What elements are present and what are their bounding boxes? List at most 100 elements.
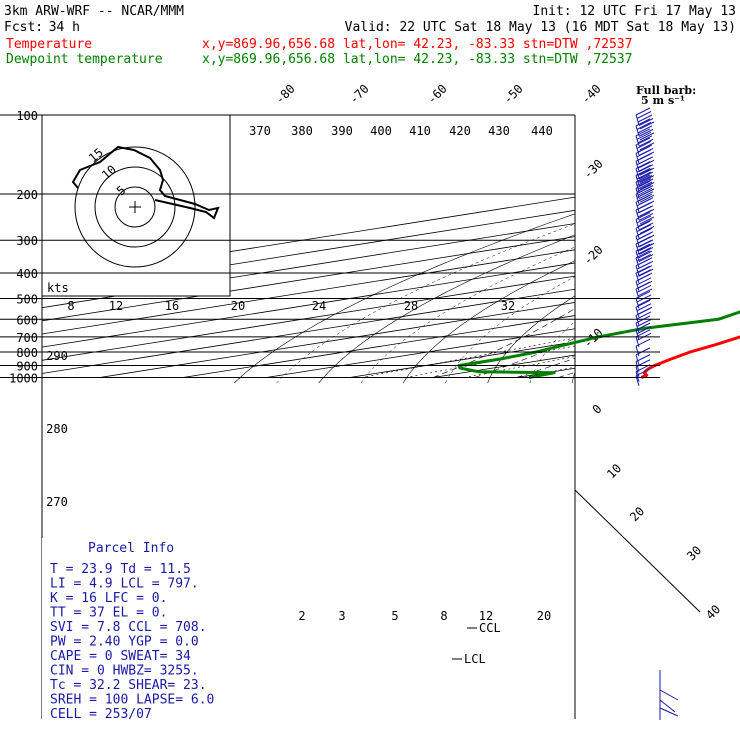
wind-barb-staff: [635, 175, 640, 186]
isotherm-line: [183, 315, 575, 378]
isotherm-line: [42, 288, 575, 374]
moist-adiabat: [516, 357, 575, 378]
mixing-ratio-labels: 2 3 5 8 12 20 LCL CCL: [298, 609, 551, 666]
wind-barb-flag: [635, 368, 651, 377]
wind-barb-flag: [636, 319, 652, 327]
isotherm-line: [42, 209, 575, 295]
pressure-label-100: 100: [16, 109, 38, 123]
mixing-ratio-label: 20: [537, 609, 551, 623]
parcel-info-row: LI = 4.9 LCL = 797.: [50, 577, 199, 592]
wind-barb-staff: [635, 236, 640, 247]
wind-barb-flag: [635, 273, 651, 282]
wind-barb-flag: [637, 243, 653, 252]
isotherm-label: -70: [347, 82, 372, 107]
wind-barb-flag: [637, 187, 653, 196]
legend-dewpoint: Dewpoint temperature: [6, 52, 163, 67]
wind-barb-flag: [635, 153, 651, 162]
speed-tick-label: 28: [404, 299, 418, 313]
isotherm-line: [266, 328, 575, 378]
wind-barb-flag: [638, 164, 654, 173]
wind-barb-flag: [635, 265, 651, 274]
isotherm-label: 30: [684, 543, 704, 563]
potential-temperature-labels: 370 380 390 400 410 420 430 440 290 280 270: [46, 124, 553, 509]
wind-barb-staff: [635, 354, 640, 366]
hodograph-ring: [114, 186, 156, 228]
wind-barb-flag: [639, 194, 655, 203]
wind-barb-flag: [638, 268, 654, 277]
legend-dewpoint-location: x,y=869.96,656.68 lat,lon= 42.23, -83.33…: [202, 52, 632, 67]
dry-adiabat: [276, 223, 575, 384]
speed-tick-label: 12: [109, 299, 123, 313]
wind-barb-flag: [639, 226, 655, 234]
pressure-label-1000: 1000: [9, 372, 38, 386]
pressure-label-800: 800: [16, 346, 38, 360]
wind-barb-staff: [635, 219, 640, 230]
wind-barb-staff: [635, 168, 640, 179]
isotherm-label: -20: [581, 243, 606, 268]
dry-adiabat: [657, 115, 740, 383]
wind-barb-flag: [635, 236, 651, 245]
wind-barb-flag: [635, 168, 651, 176]
wind-barb-flag: [636, 149, 652, 158]
wind-barb-flag: [635, 180, 651, 189]
annotation-lcl: LCL: [464, 652, 486, 666]
theta-label: 270: [46, 495, 68, 509]
wind-barb-flag: [638, 178, 654, 187]
wind-barb-staff: [635, 193, 640, 205]
wind-barb-flag: [637, 125, 653, 134]
mixing-ratio-label: 3: [338, 609, 345, 623]
pressure-label-600: 600: [16, 313, 38, 327]
hodograph-trace: [71, 145, 220, 220]
theta-label: 410: [409, 124, 431, 138]
wind-barb-flag: [636, 178, 652, 186]
theta-label: 430: [488, 124, 510, 138]
wind-barb-flag: [635, 347, 651, 356]
extension-edge: [574, 489, 701, 613]
parcel-info-row: SVI = 7.8 CCL = 708.: [50, 620, 207, 635]
valid-time: Valid: 22 UTC Sat 18 May 13 (16 MDT Sat …: [345, 20, 736, 35]
wind-barb-flag: [638, 247, 654, 255]
wind-barb-flag: [635, 338, 651, 347]
wind-barb-staff: [635, 250, 640, 262]
wind-barb-flag: [639, 142, 655, 151]
wind-barb-flag: [638, 213, 654, 221]
dry-adiabat: [487, 295, 575, 384]
moist-adiabat: [600, 194, 740, 378]
moist-adiabat: [641, 194, 740, 378]
dry-adiabat: [529, 321, 575, 384]
pressure-label-700: 700: [16, 331, 38, 345]
isotherm-line: [42, 262, 575, 348]
wind-barb-flag: [637, 181, 653, 190]
wind-barb-flag: [639, 132, 655, 141]
wind-barb-flag: [636, 261, 652, 270]
wind-barb-flag: [636, 215, 652, 224]
theta-label: 390: [331, 124, 353, 138]
mixing-ratio-label: 2: [298, 609, 305, 623]
wind-barb-staff: [635, 161, 640, 172]
isotherm-label: -30: [581, 157, 606, 182]
parcel-info-row: SREH = 100 LAPSE= 6.0: [50, 693, 214, 708]
parcel-info-row: CAPE = 0 SWEAT= 34: [50, 649, 191, 664]
wind-barb-flag: [638, 254, 654, 263]
wind-barb-flag: [636, 121, 652, 130]
dry-adiabat: [318, 234, 575, 384]
wind-barb-staff: [635, 322, 640, 334]
moist-adiabat: [432, 308, 575, 378]
speed-tick-label: 20: [231, 299, 245, 313]
wind-barb-flag: [635, 299, 651, 308]
parcel-info-row: K = 16 LFC = 0.: [50, 591, 167, 606]
wind-barb-flag: [636, 184, 652, 193]
pressure-label-400: 400: [16, 267, 38, 281]
wind-barb-flag: [635, 243, 651, 252]
annotation-ccl: CCL: [479, 621, 501, 635]
wind-barb-staff: [635, 243, 640, 255]
isotherm-line: [42, 196, 575, 282]
speed-tick-label: 8: [67, 299, 74, 313]
moist-adiabat: [725, 194, 740, 378]
parcel-info-row: CIN = 0 HWBZ= 3255.: [50, 664, 199, 679]
wind-barb-flag: [637, 298, 653, 306]
pressure-label-300: 300: [16, 234, 38, 248]
theta-label: 380: [291, 124, 313, 138]
wind-barb-flag: [635, 174, 651, 183]
